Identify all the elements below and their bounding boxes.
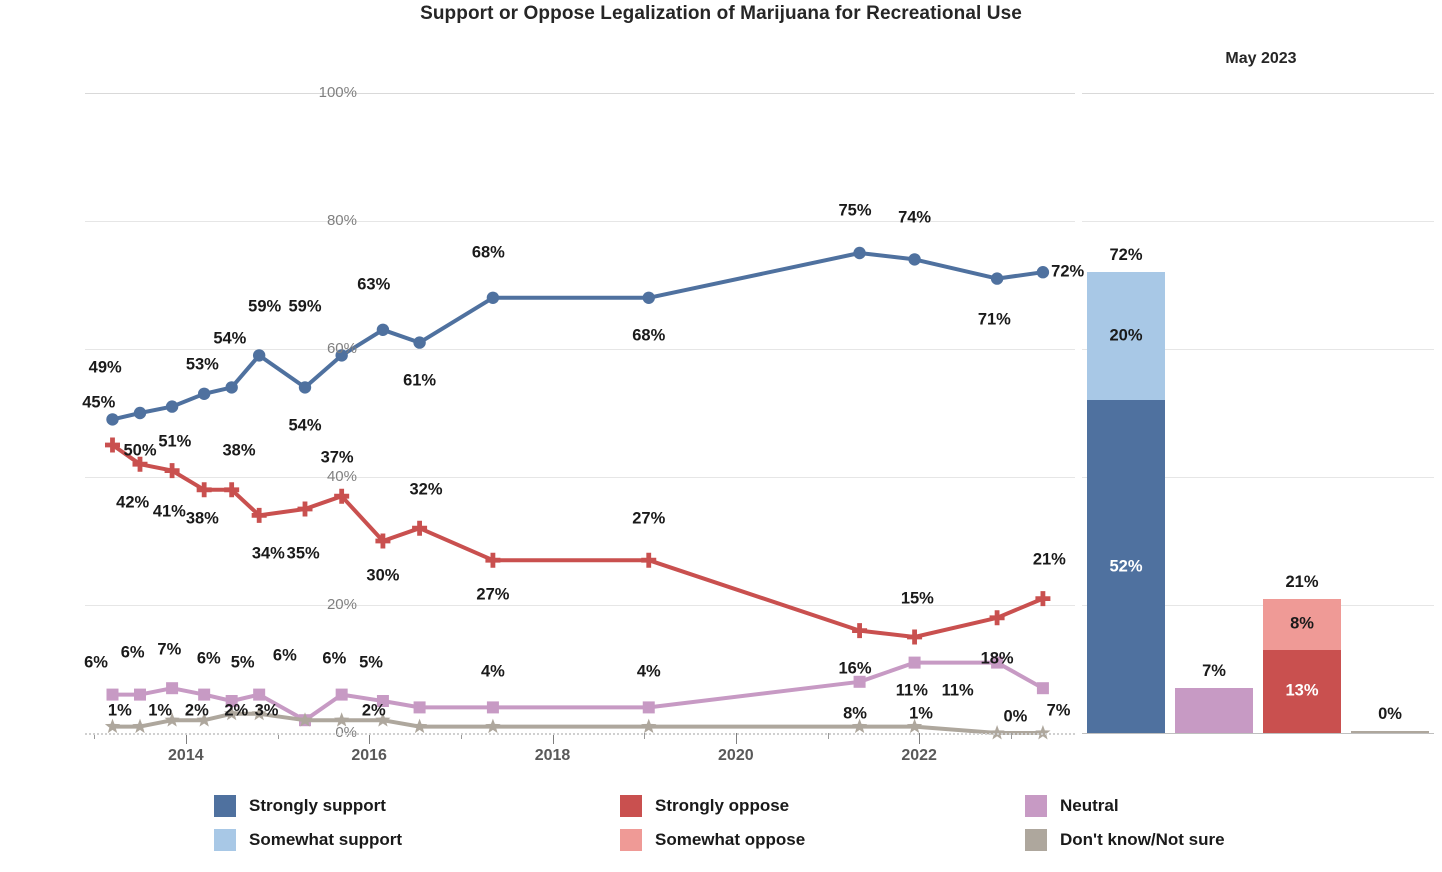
legend-item[interactable]: Strongly oppose <box>620 795 789 817</box>
legend-label: Somewhat support <box>249 830 403 849</box>
gridline <box>85 93 1075 94</box>
bar-total-label: 7% <box>1202 662 1226 681</box>
bar-segment[interactable]: 8% <box>1263 598 1341 650</box>
y-axis-tick-label: 40% <box>326 468 357 485</box>
line-series-dont_know <box>104 705 1051 740</box>
page-title: Support or Oppose Legalization of Mariju… <box>420 3 1022 24</box>
line-chart-plot-area: 49% 50% 51% 53% 54% 59% 54% 59% 63% 61% 68% 68% 75% 7… <box>82 93 1084 740</box>
y-axis-tick-label: 20% <box>326 596 357 613</box>
stacked-bar[interactable]: 13% 8% <box>1263 598 1341 733</box>
y-axis-tick-label: 60% <box>326 340 357 357</box>
legend-swatch-strongly_support <box>214 795 236 817</box>
legend-item[interactable]: Strongly support <box>214 795 386 817</box>
gridline <box>1082 477 1434 478</box>
gridline <box>85 221 1075 222</box>
bar-segment[interactable]: 52% <box>1087 400 1165 733</box>
gridline <box>1082 93 1434 94</box>
x-axis-tick-label: 2020 <box>718 747 754 764</box>
bar-segment[interactable] <box>1175 688 1253 733</box>
x-axis-minor-tick <box>94 733 96 739</box>
bar-total-label: 21% <box>1285 572 1319 591</box>
y-axis-tick-label: 80% <box>326 212 357 229</box>
legend-label: Somewhat oppose <box>655 830 806 849</box>
gridline <box>85 477 1075 478</box>
bar-total-label: 0% <box>1378 705 1402 723</box>
x-axis-minor-tick <box>1010 733 1012 739</box>
legend-swatch-strongly_oppose <box>620 795 642 817</box>
bar-total-label: 72% <box>1109 246 1143 265</box>
gridline <box>1082 349 1434 350</box>
gridline <box>1082 605 1434 606</box>
line-series-strongly_support <box>106 246 1050 426</box>
bar-segment-label: 13% <box>1285 681 1319 700</box>
legend-item[interactable]: Somewhat oppose <box>620 829 805 851</box>
legend-label: Don't know/Not sure <box>1060 830 1225 849</box>
x-axis-minor-tick <box>460 733 462 739</box>
stacked-bar[interactable]: 52% 20% <box>1087 272 1165 733</box>
line-series-neutral <box>106 656 1049 727</box>
stacked-bar[interactable] <box>1351 731 1429 733</box>
x-axis-major-tick <box>919 733 921 744</box>
line-series-strongly_oppose <box>105 437 1051 645</box>
legend-label: Neutral <box>1060 796 1119 815</box>
x-axis-major-tick <box>185 733 187 744</box>
y-axis-tick-label: 0% <box>335 724 357 741</box>
line-chart-x-axis: 2014 2016 2018 2020 2022 <box>85 733 1075 775</box>
gridline <box>85 605 1075 606</box>
x-axis-tick-label: 2016 <box>351 747 387 764</box>
bar-segment-label: 8% <box>1290 614 1314 633</box>
legend-label: Strongly support <box>249 796 386 815</box>
legend-item[interactable]: Neutral <box>1025 795 1119 817</box>
chart-legend: Strongly support Somewhat support Strongly… <box>0 790 1442 862</box>
bar-panel-title: May 2023 <box>1225 50 1297 67</box>
gridline <box>85 349 1075 350</box>
x-axis-minor-tick <box>827 733 829 739</box>
bar-segment[interactable]: 20% <box>1087 272 1165 401</box>
legend-item[interactable]: Somewhat support <box>214 829 402 851</box>
bar-segment-label: 20% <box>1109 326 1143 345</box>
y-axis-tick-label: 100% <box>318 84 357 101</box>
bar-segment-label: 52% <box>1109 557 1143 576</box>
bar-segment[interactable] <box>1351 731 1429 733</box>
x-axis-spine <box>85 733 1075 735</box>
x-axis-major-tick <box>369 733 371 744</box>
x-axis-tick-label: 2014 <box>168 747 204 764</box>
line-chart-series-layer <box>104 246 1051 740</box>
x-axis-minor-tick <box>644 733 646 739</box>
legend-swatch-somewhat_support <box>214 829 236 851</box>
bar-chart-baseline <box>1082 733 1434 734</box>
x-axis-major-tick <box>735 733 737 744</box>
gridline <box>1082 221 1434 222</box>
legend-swatch-somewhat_oppose <box>620 829 642 851</box>
legend-item[interactable]: Don't know/Not sure <box>1025 829 1225 851</box>
bar-chart-plot-area: 52% 20% 72% 7% 13% 8% 21% 0% <box>1082 93 1434 734</box>
legend-swatch-neutral <box>1025 795 1047 817</box>
x-axis-minor-tick <box>277 733 279 739</box>
x-axis-tick-label: 2018 <box>534 747 571 764</box>
x-axis-tick-label: 2022 <box>901 747 937 764</box>
legend-label: Strongly oppose <box>655 796 790 815</box>
bar-segment[interactable]: 13% <box>1263 649 1341 733</box>
x-axis-major-tick <box>552 733 554 744</box>
legend-swatch-dont_know <box>1025 829 1047 851</box>
stacked-bar[interactable] <box>1175 688 1253 733</box>
